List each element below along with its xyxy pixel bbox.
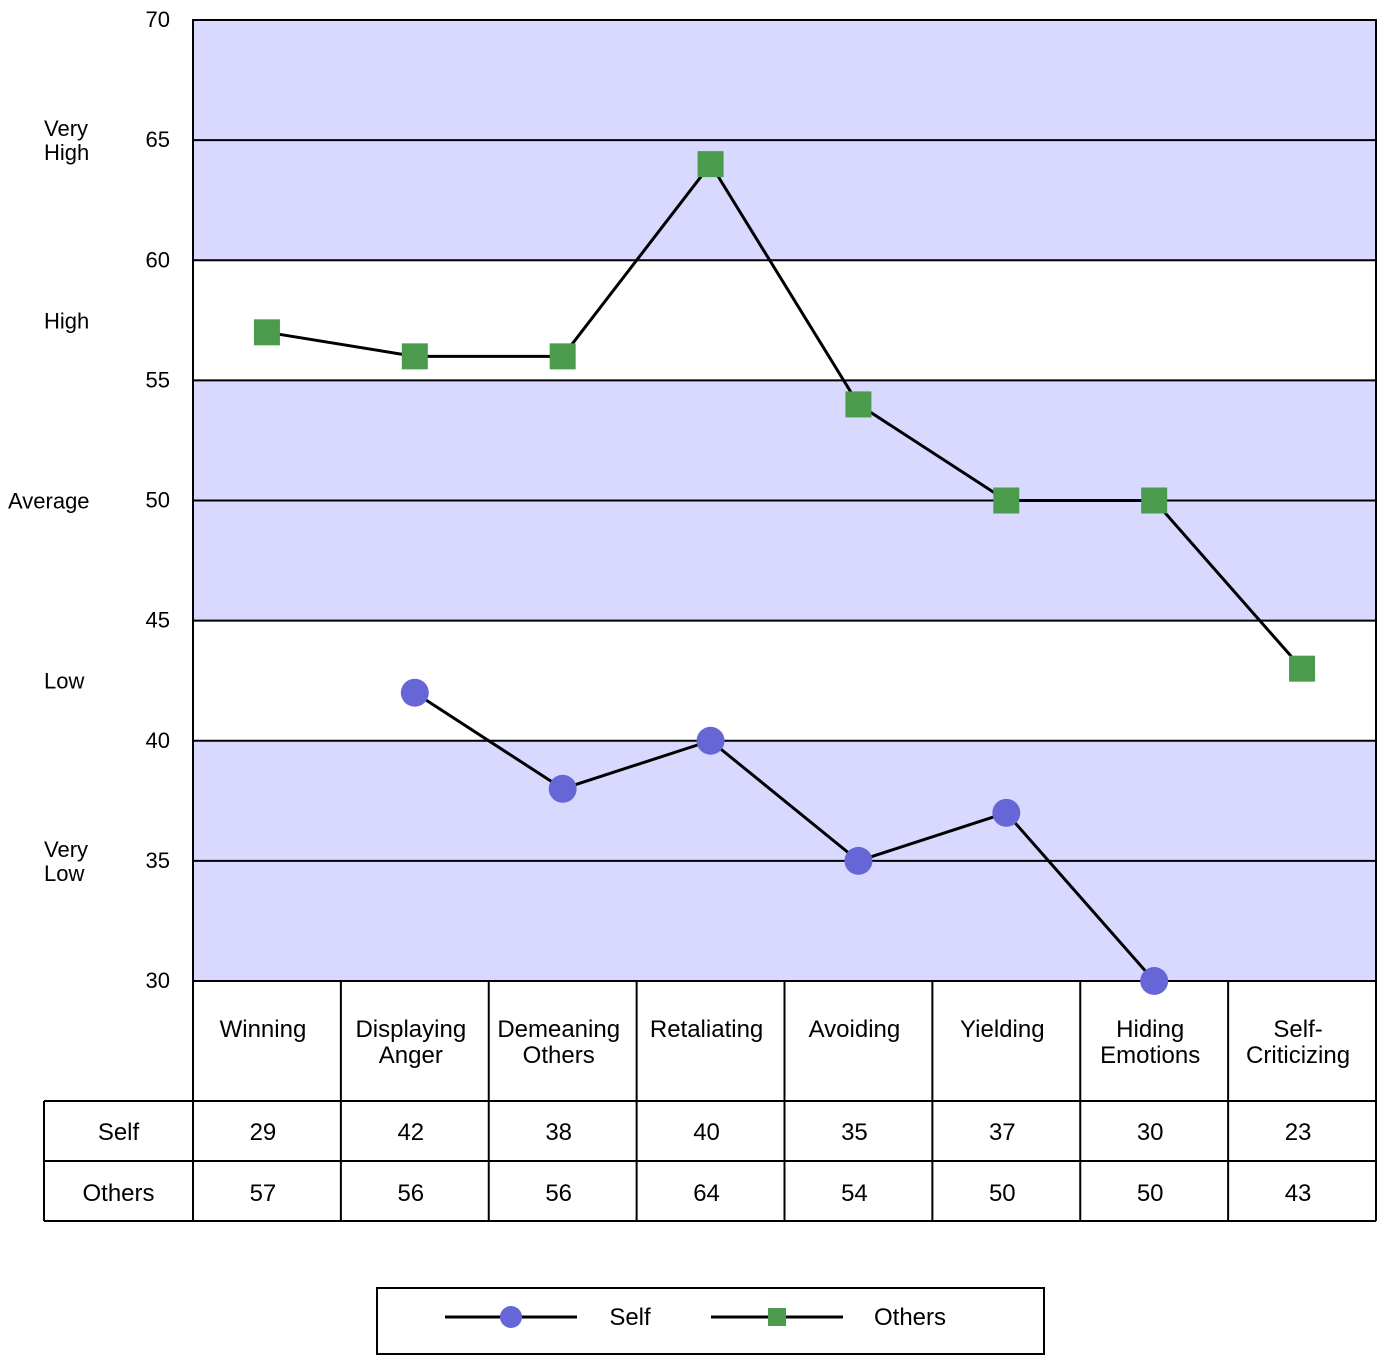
band-label: Average (8, 489, 90, 514)
data-point-self (844, 846, 873, 875)
table-cell-value: 35 (841, 1119, 868, 1146)
y-tick-label: 65 (146, 127, 170, 152)
category-label: Yielding (960, 1016, 1045, 1043)
data-point-self (992, 798, 1021, 827)
data-point-others (697, 151, 724, 178)
table-cell-value: 23 (1285, 1119, 1312, 1146)
data-point-self (548, 774, 577, 803)
band-1 (193, 140, 1376, 261)
band-label: Very (44, 837, 88, 862)
category-label: Avoiding (809, 1016, 901, 1043)
y-tick-label: 40 (146, 728, 170, 753)
data-point-others (549, 343, 576, 370)
legend-box (376, 1287, 1045, 1355)
table-cell-value: 50 (1137, 1180, 1164, 1207)
series-line-self (709, 739, 860, 863)
y-tick-label: 35 (146, 848, 170, 873)
table-cell-value: 56 (397, 1180, 424, 1207)
band-0 (193, 20, 1376, 141)
category-label: Self- (1273, 1016, 1322, 1043)
series-line-self (413, 691, 564, 791)
data-point-others (993, 487, 1020, 514)
data-point-self (696, 726, 725, 755)
table-cell-value: 50 (989, 1180, 1016, 1207)
data-point-others (253, 319, 280, 346)
category-label: Retaliating (650, 1016, 763, 1043)
series-line-self (857, 811, 1007, 863)
table-cell-value: 29 (250, 1119, 277, 1146)
series-line-others (266, 330, 416, 358)
band-label: Low (44, 669, 84, 694)
category-label: Emotions (1100, 1042, 1200, 1069)
category-label: Others (523, 1042, 595, 1069)
category-label: Criticizing (1246, 1042, 1350, 1069)
table-row-header: Others (82, 1180, 154, 1207)
category-label: Demeaning (497, 1016, 620, 1043)
legend-marker-self (500, 1306, 522, 1328)
y-tick-label: 50 (146, 488, 170, 513)
category-label: Winning (220, 1016, 307, 1043)
series-line-others (1153, 499, 1304, 670)
series-line-others (709, 163, 860, 406)
category-label: Hiding (1116, 1016, 1184, 1043)
series-line-others (561, 163, 712, 358)
table-cell-value: 64 (693, 1180, 720, 1207)
band-label: High (44, 308, 89, 333)
y-tick-label: 55 (146, 367, 170, 392)
y-tick-label: 30 (146, 968, 170, 993)
y-tick-label: 60 (146, 247, 170, 272)
data-point-self (1140, 967, 1169, 995)
series-line-self (1005, 811, 1156, 982)
table-cell-value: 43 (1285, 1180, 1312, 1207)
category-label: Anger (379, 1042, 443, 1069)
data-point-others (1289, 655, 1316, 682)
data-point-self (400, 678, 429, 707)
table-cell-value: 40 (693, 1119, 720, 1146)
data-point-others (1141, 487, 1168, 514)
legend-label: Others (874, 1304, 946, 1331)
table-cell-value: 57 (250, 1180, 277, 1207)
y-tick-label: 70 (146, 7, 170, 32)
table-cell-value: 30 (1137, 1119, 1164, 1146)
series-line-self (562, 739, 712, 791)
table-cell-value: 54 (841, 1180, 868, 1207)
band-label: High (44, 140, 89, 165)
band-label: Very (44, 116, 88, 141)
category-label: Displaying (355, 1016, 466, 1043)
data-point-others (401, 343, 428, 370)
table-cell-value: 37 (989, 1119, 1016, 1146)
table-cell-value: 38 (545, 1119, 572, 1146)
series-line-others (857, 403, 1008, 502)
data-point-others (845, 391, 872, 418)
y-tick-label: 45 (146, 608, 170, 633)
table-cell-value: 42 (397, 1119, 424, 1146)
legend-label: Self (609, 1304, 651, 1331)
table-row-header: Self (98, 1119, 140, 1146)
table-cell-value: 56 (545, 1180, 572, 1207)
legend-marker-others (768, 1308, 786, 1326)
band-label: Low (44, 861, 84, 886)
